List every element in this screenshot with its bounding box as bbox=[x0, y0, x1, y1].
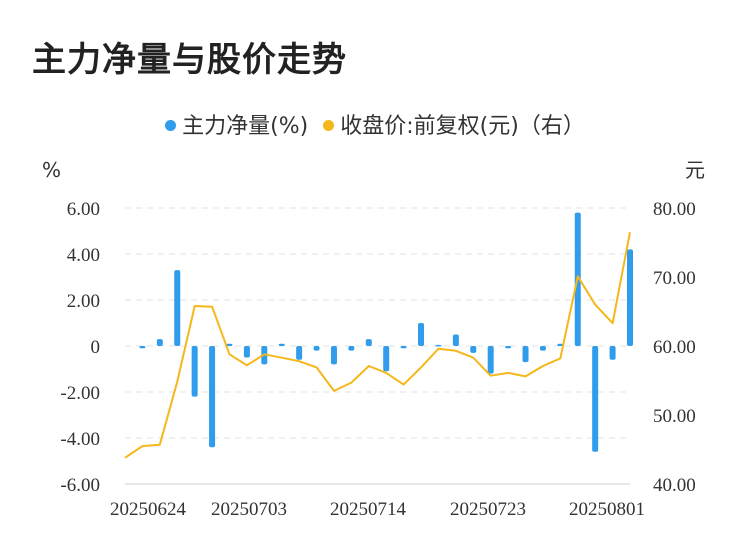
legend-line-dot-icon bbox=[323, 119, 335, 131]
bar bbox=[156, 339, 163, 346]
legend-bar-label: 主力净量(%) bbox=[182, 114, 309, 139]
y-left-tick-label: 6.00 bbox=[67, 199, 100, 220]
y-right-tick-label: 50.00 bbox=[653, 406, 696, 427]
y-right-tick-label: 60.00 bbox=[653, 337, 696, 358]
legend-item-line[interactable]: 收盘价:前复权(元)（右） bbox=[323, 108, 585, 140]
bar bbox=[557, 343, 564, 346]
bar bbox=[522, 346, 529, 363]
bar bbox=[278, 343, 285, 346]
bar bbox=[296, 346, 303, 360]
y-right-tick-label: 40.00 bbox=[653, 475, 696, 496]
right-axis-unit: 元 bbox=[685, 158, 705, 182]
x-tick-label: 20250723 bbox=[450, 499, 526, 520]
x-tick-label: 20250624 bbox=[110, 499, 187, 520]
legend: 主力净量(%) 收盘价:前复权(元)（右） bbox=[0, 108, 750, 140]
bar bbox=[627, 249, 633, 346]
bar bbox=[174, 270, 181, 346]
bar bbox=[330, 346, 337, 365]
bar bbox=[191, 346, 198, 397]
bar bbox=[383, 346, 390, 372]
y-left-tick-label: -2.00 bbox=[60, 383, 100, 404]
bar bbox=[313, 346, 320, 351]
y-left-tick-label: 4.00 bbox=[67, 245, 100, 266]
bar bbox=[609, 346, 616, 360]
bar bbox=[452, 334, 459, 346]
y-right-tick-label: 80.00 bbox=[653, 199, 696, 220]
legend-item-bar[interactable]: 主力净量(%) bbox=[165, 108, 308, 140]
x-tick-label: 20250703 bbox=[211, 499, 287, 520]
left-axis-unit: % bbox=[42, 158, 61, 182]
x-tick-label: 20250801 bbox=[569, 499, 645, 520]
bar bbox=[243, 346, 250, 358]
bar bbox=[365, 339, 372, 346]
bar bbox=[400, 346, 407, 349]
bar bbox=[592, 346, 599, 452]
bar bbox=[209, 346, 216, 448]
bar bbox=[139, 346, 146, 349]
y-left-tick-label: -6.00 bbox=[60, 475, 100, 496]
y-left-tick-label: 0 bbox=[91, 337, 101, 358]
bar bbox=[226, 343, 233, 346]
price-line bbox=[124, 232, 631, 459]
legend-bar-dot-icon bbox=[165, 119, 177, 131]
bar bbox=[348, 346, 355, 351]
bar bbox=[487, 346, 494, 374]
bar bbox=[505, 346, 512, 349]
bar bbox=[539, 346, 546, 351]
legend-line-label: 收盘价:前复权(元)（右） bbox=[340, 114, 585, 139]
bar bbox=[470, 346, 477, 353]
y-left-tick-label: 2.00 bbox=[67, 291, 100, 312]
chart-title: 主力净量与股价走势 bbox=[32, 40, 347, 80]
bar bbox=[435, 344, 442, 347]
x-tick-label: 20250714 bbox=[330, 499, 407, 520]
y-right-tick-label: 70.00 bbox=[653, 268, 696, 289]
y-left-tick-label: -4.00 bbox=[60, 429, 100, 450]
bar bbox=[418, 323, 425, 346]
